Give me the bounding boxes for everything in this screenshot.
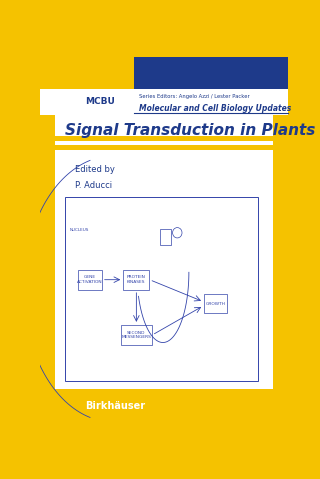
Bar (55, 114, 273, 389)
Bar (134, 57, 288, 89)
Text: GENE
ACTIVATION: GENE ACTIVATION (77, 275, 103, 284)
Bar (121, 325, 152, 345)
Text: GROWTH: GROWTH (206, 302, 226, 306)
Text: Edited by: Edited by (75, 165, 115, 174)
Text: NUCLEUS: NUCLEUS (70, 228, 89, 232)
Bar (204, 295, 228, 313)
Text: MCBU: MCBU (84, 97, 115, 106)
Ellipse shape (172, 228, 182, 238)
Bar (78, 270, 102, 290)
Text: Birkhäuser: Birkhäuser (84, 401, 145, 411)
Text: Series Editors: Angelo Azzi / Lester Packer: Series Editors: Angelo Azzi / Lester Pac… (139, 93, 250, 99)
Bar (55, 145, 273, 150)
Text: Molecular and Cell Biology Updates: Molecular and Cell Biology Updates (139, 103, 292, 113)
Text: SECOND
MESSENGERS: SECOND MESSENGERS (121, 331, 151, 340)
Bar (160, 229, 171, 245)
Bar (40, 389, 288, 426)
Text: P. Aducci: P. Aducci (75, 181, 112, 190)
Text: Signal Transduction in Plants: Signal Transduction in Plants (65, 123, 315, 137)
Bar (55, 137, 273, 141)
Bar (40, 89, 288, 114)
Text: PROTEIN
KINASES: PROTEIN KINASES (127, 275, 146, 284)
Bar (65, 196, 258, 381)
Bar (123, 270, 149, 290)
